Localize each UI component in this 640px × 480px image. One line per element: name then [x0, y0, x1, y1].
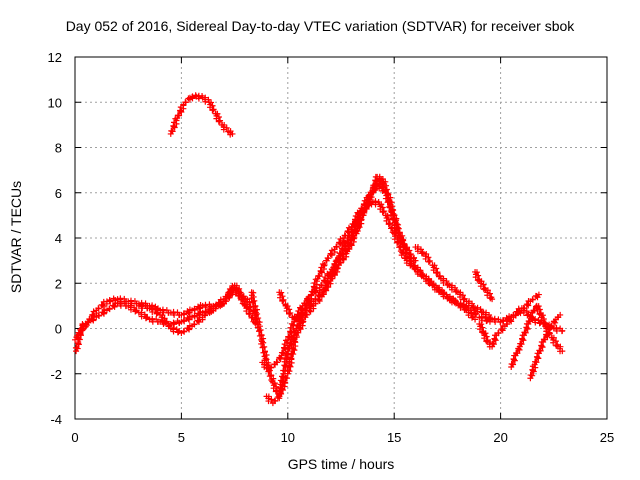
series-c	[135, 282, 259, 337]
series-l	[527, 311, 564, 382]
axes: 0 5 10 15 20 25 -4 -2 0 2 4 6 8 10 12	[48, 50, 615, 445]
series-m	[72, 320, 87, 355]
x-tick-label: 20	[493, 430, 507, 445]
series-g	[276, 180, 389, 323]
series-markers	[263, 198, 493, 407]
series-markers	[472, 268, 496, 303]
y-tick-label: 4	[55, 231, 62, 246]
series-markers	[476, 291, 542, 350]
data-marks	[72, 92, 566, 407]
x-axis-label: GPS time / hours	[287, 456, 395, 472]
series-j	[472, 268, 496, 303]
y-tick-label: -4	[50, 412, 62, 427]
y-tick-label: 2	[55, 276, 62, 291]
x-tick-label: 10	[281, 430, 295, 445]
y-tick-label: 6	[55, 186, 62, 201]
y-tick-label: 0	[55, 322, 62, 337]
series-markers	[72, 320, 87, 355]
chart-title: Day 052 of 2016, Sidereal Day-to-day VTE…	[65, 18, 575, 34]
series-i	[476, 291, 542, 350]
series-markers	[527, 311, 564, 382]
series-e	[263, 198, 493, 407]
series-markers	[135, 282, 259, 337]
x-tick-label: 15	[387, 430, 401, 445]
series-markers	[276, 180, 389, 323]
series-arc-high	[167, 92, 236, 138]
y-tick-label: 8	[55, 141, 62, 156]
series-markers	[167, 92, 236, 138]
x-tick-label: 25	[600, 430, 614, 445]
y-tick-label: 12	[48, 50, 62, 65]
y-tick-label: 10	[48, 95, 62, 110]
x-tick-label: 0	[71, 430, 78, 445]
x-tick-label: 5	[178, 430, 185, 445]
y-tick-label: -2	[50, 367, 62, 382]
